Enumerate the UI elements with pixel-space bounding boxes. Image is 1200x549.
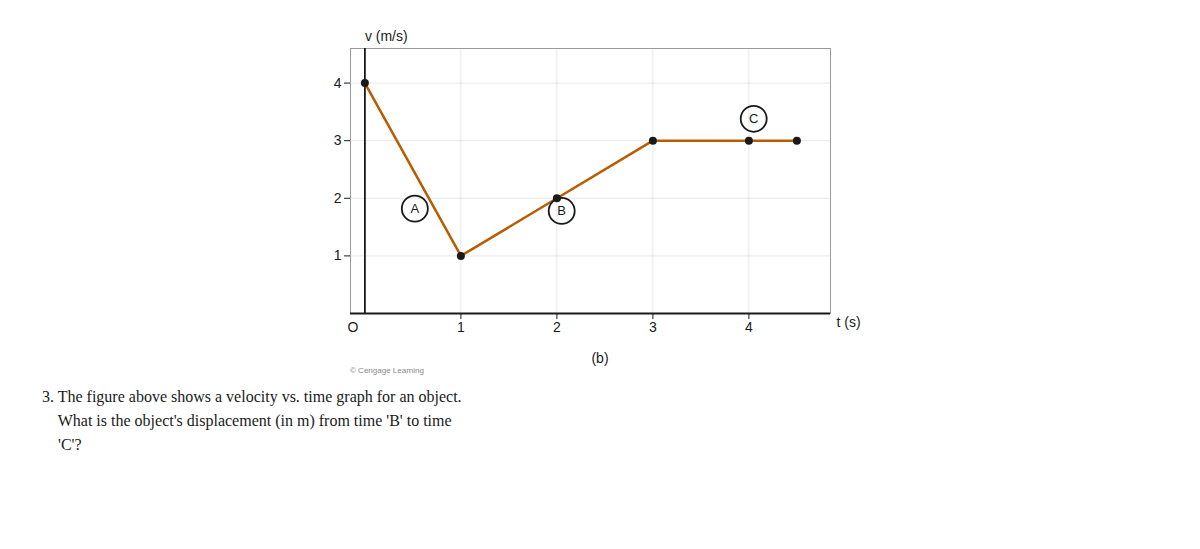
svg-text:B: B: [557, 203, 566, 218]
svg-text:v (m/s): v (m/s): [365, 28, 408, 44]
svg-text:C: C: [749, 111, 758, 126]
svg-text:4: 4: [334, 75, 342, 91]
svg-text:2: 2: [553, 319, 561, 335]
html-text:'C'?: 'C'?: [42, 436, 82, 453]
svg-text:2: 2: [334, 190, 342, 206]
svg-text:A: A: [410, 201, 419, 216]
svg-text:4: 4: [745, 319, 753, 335]
svg-text:3: 3: [649, 319, 657, 335]
html-text:(b): (b): [591, 350, 609, 366]
html-text:3. The figure above shows a ve: 3. The figure above shows a velocity vs.…: [42, 388, 462, 405]
svg-text:O: O: [347, 319, 358, 335]
html-text:What is the object's displacem: What is the object's displacement (in m)…: [42, 412, 452, 429]
svg-text:1: 1: [457, 319, 465, 335]
svg-text:3: 3: [334, 132, 342, 148]
svg-text:1: 1: [334, 247, 342, 263]
html-text:© Cengage Learning: © Cengage Learning: [350, 366, 424, 375]
svg-text:t (s): t (s): [837, 314, 861, 330]
